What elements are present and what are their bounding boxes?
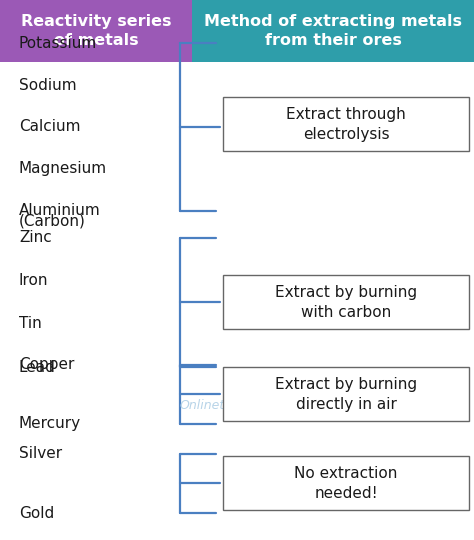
Text: (Carbon): (Carbon) xyxy=(19,214,86,229)
Text: Tin: Tin xyxy=(19,316,42,332)
FancyBboxPatch shape xyxy=(0,0,192,62)
Text: Onlinetuition.com.my: Onlinetuition.com.my xyxy=(179,399,314,411)
Text: No extraction
needed!: No extraction needed! xyxy=(294,466,398,501)
Text: Calcium: Calcium xyxy=(19,119,81,134)
Text: Magnesium: Magnesium xyxy=(19,161,107,176)
Text: Lead: Lead xyxy=(19,360,56,375)
Text: Potassium: Potassium xyxy=(19,36,97,51)
FancyBboxPatch shape xyxy=(223,97,469,151)
FancyBboxPatch shape xyxy=(223,456,469,510)
Text: Aluminium: Aluminium xyxy=(19,203,100,218)
Text: Extract through
electrolysis: Extract through electrolysis xyxy=(286,107,406,141)
FancyBboxPatch shape xyxy=(223,367,469,421)
Text: Reactivity series
of metals: Reactivity series of metals xyxy=(21,14,171,49)
Text: Extract by burning
with carbon: Extract by burning with carbon xyxy=(275,285,417,320)
FancyBboxPatch shape xyxy=(223,275,469,329)
Text: Extract by burning
directly in air: Extract by burning directly in air xyxy=(275,377,417,411)
Text: Silver: Silver xyxy=(19,446,62,461)
Text: Sodium: Sodium xyxy=(19,78,77,92)
Text: Mercury: Mercury xyxy=(19,416,81,431)
Text: Gold: Gold xyxy=(19,505,54,521)
Text: Method of extracting metals
from their ores: Method of extracting metals from their o… xyxy=(204,14,462,49)
Text: Zinc: Zinc xyxy=(19,230,52,245)
Text: Iron: Iron xyxy=(19,273,48,288)
FancyBboxPatch shape xyxy=(192,0,474,62)
Text: Copper: Copper xyxy=(19,357,74,372)
